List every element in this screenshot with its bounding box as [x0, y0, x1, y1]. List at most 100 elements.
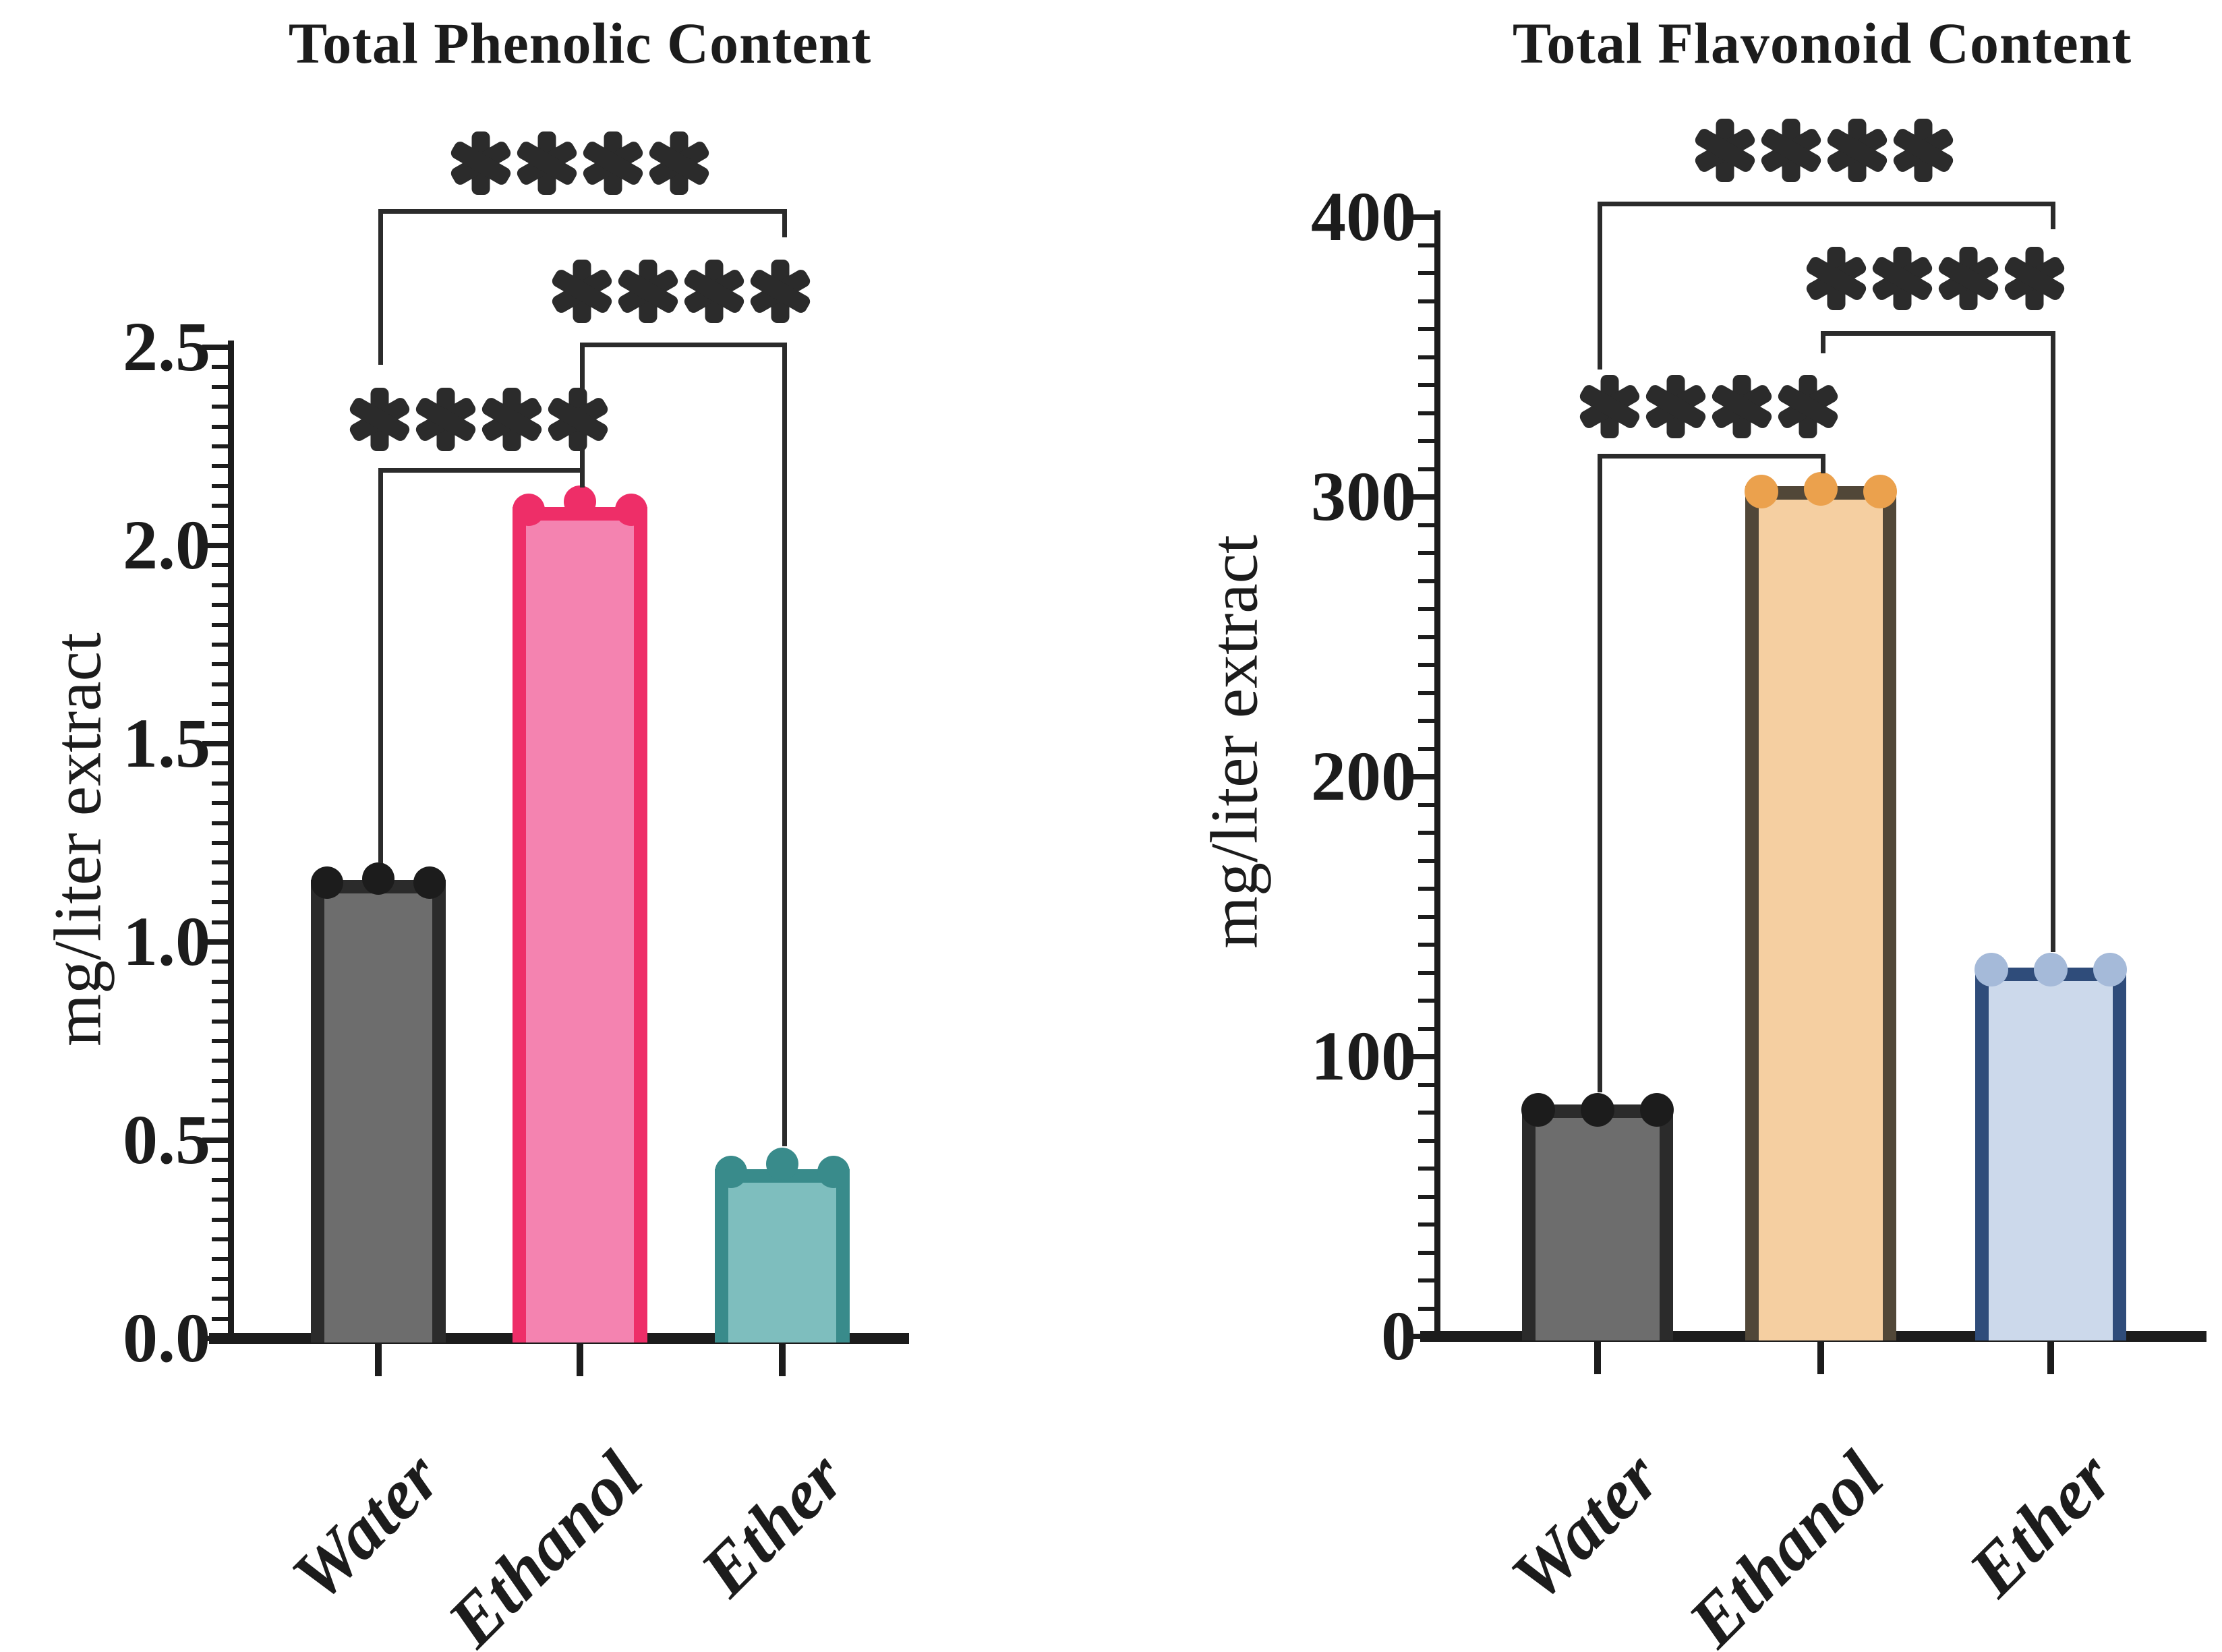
asterisk-icon	[647, 131, 711, 195]
data-point	[413, 866, 446, 899]
asterisk-icon	[550, 260, 614, 323]
chart-title-flavonoid: Total Flavonoid Content	[1512, 11, 2132, 76]
data-point	[1640, 1092, 1674, 1127]
y-minor-tick	[212, 781, 228, 786]
data-point	[1804, 471, 1838, 506]
data-point	[1745, 474, 1778, 508]
y-minor-tick	[1418, 1138, 1434, 1143]
data-point	[513, 494, 545, 527]
y-major-tick	[202, 345, 228, 350]
y-minor-tick	[212, 960, 228, 964]
x-tick	[375, 1344, 382, 1376]
y-tick-label: 2.5	[123, 308, 210, 386]
x-tick	[1594, 1342, 1601, 1374]
y-minor-tick	[1418, 663, 1434, 667]
y-minor-tick	[212, 384, 228, 389]
y-minor-tick	[212, 662, 228, 667]
y-minor-tick	[1418, 1082, 1434, 1087]
y-minor-tick	[1418, 467, 1434, 471]
y-tick-label: 0	[1381, 1297, 1416, 1375]
asterisk-icon	[546, 388, 610, 451]
asterisk-icon	[1825, 119, 1890, 182]
y-major-tick	[1409, 214, 1434, 220]
y-minor-tick	[1418, 523, 1434, 527]
y-minor-tick	[1418, 1194, 1434, 1199]
y-minor-tick	[212, 1257, 228, 1262]
y-minor-tick	[1418, 1278, 1434, 1282]
sig-bracket-leg	[2051, 202, 2055, 229]
y-minor-tick	[212, 1198, 228, 1202]
y-tick-label: 1.5	[123, 705, 210, 782]
significance-asterisks	[1577, 375, 1841, 438]
y-minor-tick	[212, 1118, 228, 1123]
asterisk-icon	[1776, 375, 1840, 438]
y-minor-tick	[212, 1158, 228, 1162]
y-major-tick	[202, 939, 228, 945]
y-tick-label: 2.0	[123, 506, 210, 584]
sig-bracket-line	[1821, 331, 2055, 336]
y-minor-tick	[212, 563, 228, 568]
y-minor-tick	[1418, 943, 1434, 947]
y-minor-tick	[212, 1039, 228, 1043]
y-minor-tick	[1418, 858, 1434, 863]
y-minor-tick	[1418, 439, 1434, 443]
sig-bracket-leg	[782, 343, 787, 1146]
y-axis-line	[1434, 210, 1440, 1342]
y-minor-tick	[212, 1098, 228, 1103]
y-tick-label: 100	[1311, 1017, 1416, 1095]
significance-asterisks	[549, 260, 813, 323]
y-minor-tick	[212, 1059, 228, 1063]
y-minor-tick	[212, 424, 228, 429]
y-minor-tick	[212, 1217, 228, 1222]
sig-bracket-leg	[782, 209, 787, 237]
y-minor-tick	[1418, 1222, 1434, 1227]
bar-water	[311, 879, 446, 1343]
significance-asterisks	[1803, 247, 2068, 310]
sig-bracket-line	[378, 209, 787, 214]
y-minor-tick	[1418, 746, 1434, 751]
x-tick	[577, 1344, 583, 1376]
data-point	[1581, 1092, 1614, 1127]
data-point	[2093, 953, 2127, 987]
x-tick	[2047, 1342, 2054, 1374]
y-minor-tick	[1418, 999, 1434, 1003]
sig-bracket-leg	[2051, 331, 2055, 952]
significance-asterisks	[448, 131, 712, 195]
y-minor-tick	[212, 721, 228, 726]
data-point	[311, 866, 343, 899]
y-minor-tick	[212, 702, 228, 707]
y-major-tick	[202, 543, 228, 548]
asterisk-icon	[1709, 375, 1774, 438]
y-minor-tick	[212, 643, 228, 647]
asterisk-icon	[1891, 119, 1956, 182]
significance-asterisks	[347, 388, 611, 451]
y-minor-tick	[1418, 831, 1434, 835]
data-point	[615, 494, 647, 527]
data-point	[715, 1156, 747, 1189]
sig-bracket-leg	[378, 209, 383, 365]
y-minor-tick	[212, 1237, 228, 1241]
bar-ether	[1975, 967, 2126, 1340]
y-minor-tick	[1418, 1306, 1434, 1311]
y-minor-tick	[212, 483, 228, 488]
data-point	[766, 1148, 798, 1181]
asterisk-icon	[413, 388, 478, 451]
asterisk-icon	[748, 260, 813, 323]
y-tick-label: 400	[1311, 178, 1416, 256]
sig-bracket-line	[378, 468, 585, 473]
y-minor-tick	[1418, 271, 1434, 275]
asterisk-icon	[616, 260, 680, 323]
asterisk-icon	[448, 131, 513, 195]
x-axis-label-water: Water	[1496, 1437, 1675, 1616]
asterisk-icon	[1936, 247, 2001, 310]
y-minor-tick	[212, 1019, 228, 1024]
y-minor-tick	[212, 1078, 228, 1083]
data-point	[1863, 474, 1897, 508]
y-minor-tick	[1418, 1250, 1434, 1255]
x-tick	[779, 1344, 786, 1376]
data-point	[1521, 1092, 1555, 1127]
y-minor-tick	[212, 821, 228, 825]
y-minor-tick	[1418, 383, 1434, 387]
y-minor-tick	[1418, 607, 1434, 611]
